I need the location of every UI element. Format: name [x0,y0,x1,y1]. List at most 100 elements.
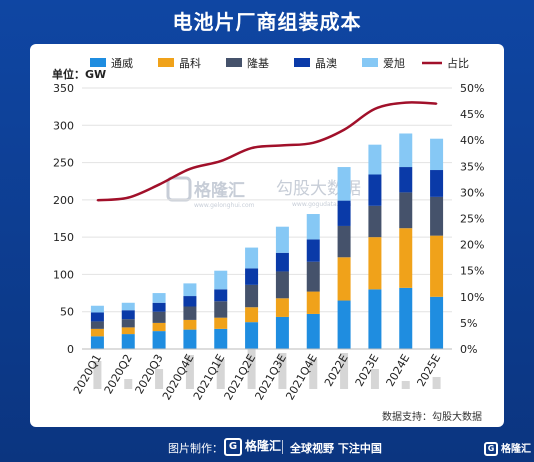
y2-tick-label: 25% [460,213,484,226]
bar-0 [337,300,351,349]
background-bar [432,377,441,389]
line-point [250,147,253,149]
y2-tick-label: 45% [460,108,484,121]
y2-tick-label: 0% [460,343,477,356]
bar-3 [399,167,413,193]
legend-swatch-2 [226,58,242,67]
bar-0 [275,316,289,349]
footer-slogan: 全球视野 下注中国 [290,442,382,455]
y2-tick-label: 40% [460,134,484,147]
bar-4 [399,133,413,168]
footer-brand-right-text: 格隆汇 [501,444,531,455]
watermark-left-sub: www.gelonghui.com [194,202,255,209]
line-point [312,142,315,144]
bar-2 [90,321,104,329]
bar-3 [214,289,228,302]
bar-1 [337,257,351,301]
bar-3 [121,310,135,320]
background-bar [247,349,256,389]
bar-1 [306,291,320,314]
y2-tick-label: 10% [460,291,484,304]
line-point [158,183,160,186]
footer-brand-text: 格隆汇 [245,439,282,453]
background-bar [124,379,133,389]
legend-label-1: 晶科 [179,56,201,70]
bar-4 [245,247,259,269]
brand-logo-icon: G [224,437,242,456]
y-tick-label: 250 [53,157,74,170]
bar-3 [90,312,104,322]
bar-1 [121,327,135,335]
line-point [374,108,376,110]
bar-0 [399,287,413,349]
background-bar [155,369,164,389]
y-tick-label: 300 [53,119,74,132]
unit-label: 单位：GW [52,67,106,81]
bar-0 [214,328,228,349]
bars-layer [90,133,444,349]
bar-0 [90,336,104,349]
background-bar [370,369,379,389]
legend-label-3: 晶澳 [315,57,337,70]
bar-2 [121,319,135,328]
background-bar [278,353,287,389]
legend-label-2: 隆基 [247,56,269,70]
bar-2 [183,306,197,320]
background-bar [401,381,410,389]
footer-brand: G 格隆汇 [224,437,281,456]
bar-0 [430,296,444,349]
axis-layer: 0 50 100 150 200 250 300 350 0% 5% 10% 15% 20% 25% 30%… [53,82,484,402]
line-point [219,160,222,162]
chart-panel: 格隆汇 www.gelonghui.com 勾股大数据 www.gogudata… [30,44,504,427]
bar-2 [152,311,166,323]
bar-2 [430,196,444,236]
legend-swatch-0 [90,58,106,67]
legend-label-4: 爱旭 [383,56,405,70]
line-point [281,144,284,147]
legend-swatch-3 [294,58,310,67]
source-label: 数据支持：勾股大数据 [382,410,482,423]
legend-swatch-1 [158,58,174,67]
bar-4 [368,144,382,175]
bar-3 [430,170,444,197]
bar-2 [337,225,351,258]
bar-4 [430,138,444,171]
bar-1 [275,298,289,317]
line-point [189,168,191,170]
legend-label-0: 通威 [111,57,133,70]
legend-label-line: 占比 [447,56,469,70]
y2-tick-label: 15% [460,265,484,278]
chart-svg: 格隆汇 www.gelonghui.com 勾股大数据 www.gogudata… [52,56,484,423]
bar-1 [430,235,444,297]
footer-brand-right: G 格隆汇 [484,440,531,456]
bar-0 [368,289,382,349]
chart-title: 电池片厂商组装成本 [172,10,362,34]
y-tick-label: 0 [67,343,74,356]
line-point [343,128,345,131]
line-point [404,101,407,104]
y2-tick-label: 30% [460,186,484,199]
y-tick-label: 150 [53,231,74,244]
bar-2 [306,261,320,292]
bar-0 [245,322,259,349]
bar-2 [368,205,382,238]
background-bar [216,359,225,389]
bar-0 [152,331,166,349]
bar-2 [399,192,413,229]
background-bar [309,359,318,389]
brand-right-logo-icon: G [484,442,498,456]
bar-1 [90,328,104,337]
bar-3 [275,252,289,272]
bar-4 [183,283,197,297]
y2-tick-label: 20% [460,239,484,252]
bar-0 [121,334,135,349]
line-layer [96,101,438,202]
bar-0 [183,329,197,349]
footer: 图片制作： G 格隆汇 全球视野 下注中国 G 格隆汇 [0,432,534,462]
bar-2 [214,301,228,318]
bar-4 [337,167,351,201]
watermark-left-logo-icon [166,176,192,202]
bar-4 [275,226,289,253]
bar-1 [214,317,228,329]
bar-4 [152,293,166,303]
